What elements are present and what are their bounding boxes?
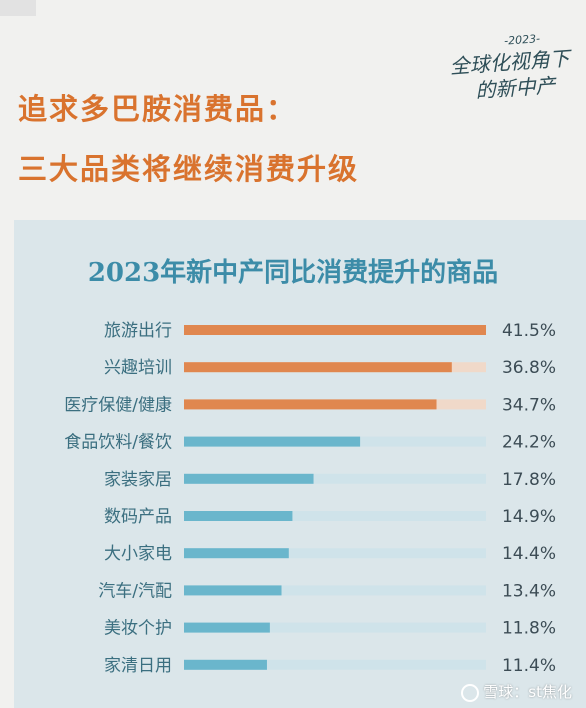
value-label: 41.5% — [502, 321, 556, 341]
bar — [184, 622, 270, 633]
value-label: 17.8% — [502, 470, 556, 490]
category-label: 美妆个护 — [104, 619, 172, 639]
bar — [184, 511, 293, 521]
value-label: 11.8% — [502, 619, 556, 639]
category-label: 兴趣培训 — [104, 358, 172, 378]
category-label: 家清日用 — [104, 656, 172, 676]
category-label: 旅游出行 — [104, 321, 172, 341]
category-label: 食品饮料/餐饮 — [64, 433, 172, 453]
value-label: 24.2% — [502, 433, 556, 453]
chart-title: 2023年新中产同比消费提升的商品 — [87, 258, 499, 288]
category-label: 大小家电 — [104, 544, 172, 564]
bar-track — [184, 659, 486, 670]
category-label: 医疗保健/健康 — [64, 395, 172, 415]
headline-line-1: 追求多巴胺消费品： — [18, 92, 298, 126]
bar-track — [184, 511, 486, 521]
bar — [184, 548, 289, 559]
bar-track — [184, 622, 486, 633]
bar-track — [184, 548, 486, 559]
bar — [184, 362, 452, 373]
watermark-text: 雪球：st焦化 — [483, 683, 572, 701]
value-label: 14.4% — [502, 544, 556, 564]
bar-track — [184, 473, 486, 484]
bar-track — [184, 585, 486, 596]
category-label: 家装家居 — [104, 470, 172, 490]
bar — [184, 659, 267, 670]
value-label: 11.4% — [502, 656, 556, 676]
corner-block — [0, 0, 36, 16]
category-label: 汽车/汽配 — [98, 581, 172, 601]
value-label: 34.7% — [502, 395, 556, 415]
bar — [184, 325, 486, 335]
headline-line-2: 三大品类将继续消费升级 — [18, 152, 360, 186]
bar — [184, 585, 282, 596]
value-label: 14.9% — [502, 507, 556, 527]
value-label: 36.8% — [502, 358, 556, 378]
value-label: 13.4% — [502, 581, 556, 601]
snowball-icon — [461, 683, 480, 702]
bar — [184, 399, 437, 410]
watermark: 雪球：st焦化 — [461, 681, 572, 702]
bar — [184, 473, 314, 484]
category-label: 数码产品 — [104, 507, 172, 527]
bar — [184, 436, 361, 447]
